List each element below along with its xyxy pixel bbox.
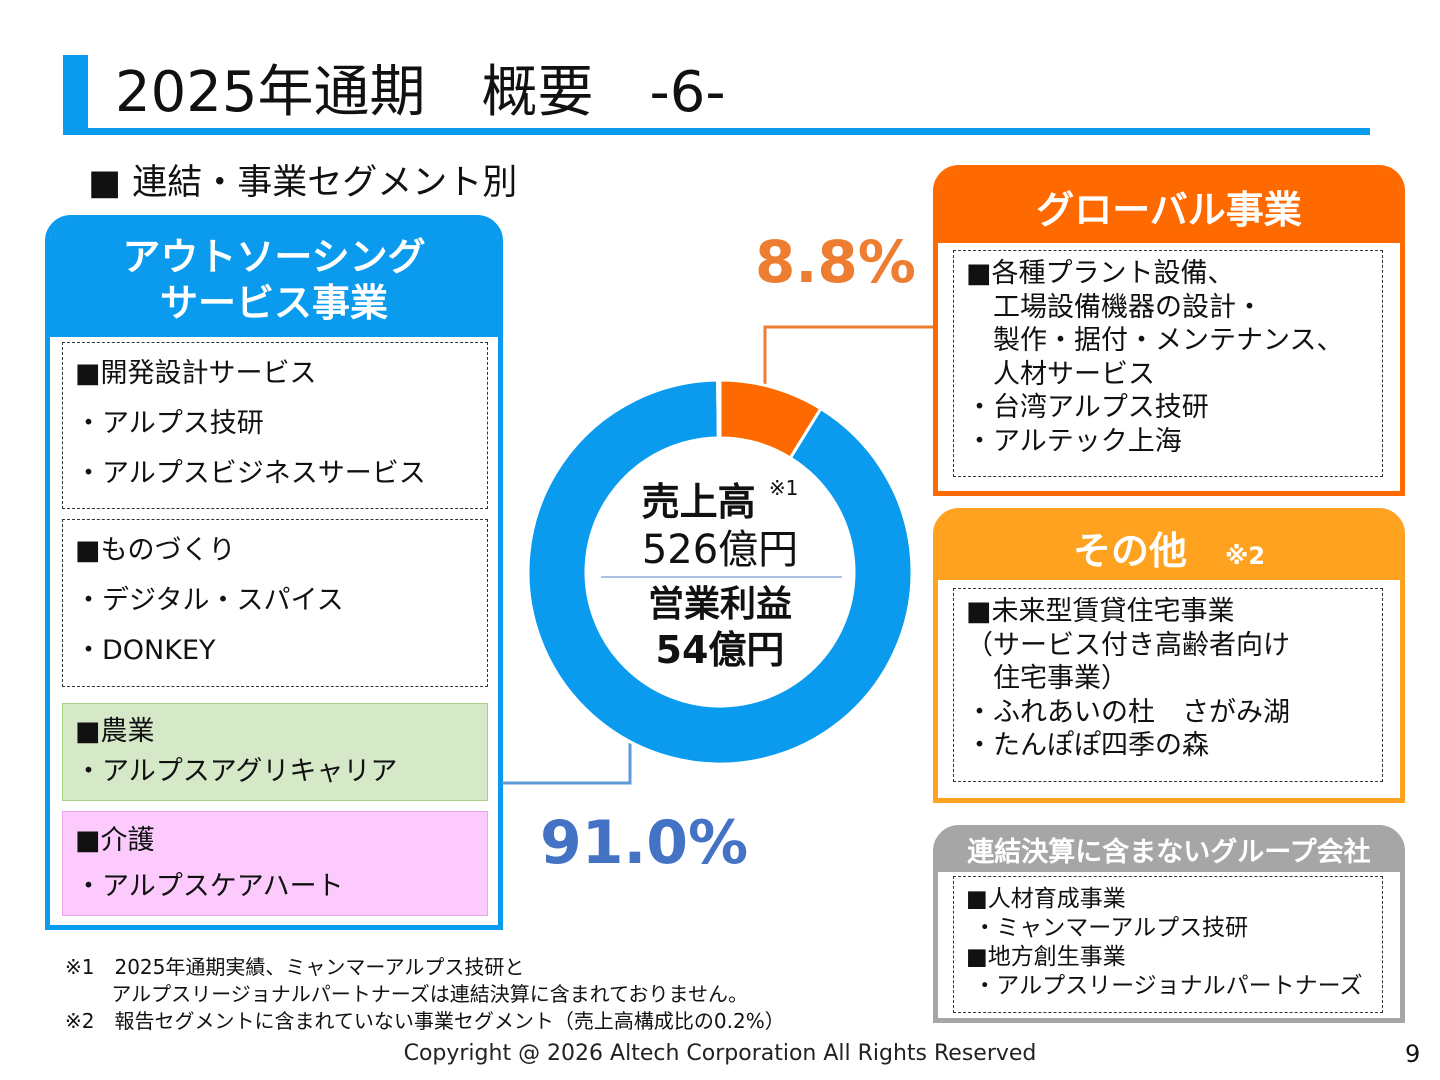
list-item: ■農業 xyxy=(75,716,155,747)
global-percent-label: 8.8% xyxy=(755,228,916,296)
profit-label: 営業利益 xyxy=(647,584,792,625)
other-header-text: その他 xyxy=(1072,529,1187,573)
header-line: アウトソーシング xyxy=(122,235,426,279)
list-item: ■ものづくり xyxy=(75,535,236,566)
header-line: サービス事業 xyxy=(159,281,388,325)
other-header: その他 ※2 xyxy=(938,513,1400,580)
outsourcing-percent-label: 91.0% xyxy=(540,808,749,878)
page-title: 2025年通期 概要 -6- xyxy=(115,60,726,125)
list-item: ・DONKEY xyxy=(75,635,216,666)
list-item: ・アルプス技研 xyxy=(75,408,264,439)
profit-value: 54億円 xyxy=(655,628,785,672)
outsourcing-panel: アウトソーシング サービス事業 ■開発設計サービス ・アルプス技研 ・アルプスビ… xyxy=(45,215,503,930)
donut-slice-2 xyxy=(716,378,722,440)
subtitle: ■ 連結・事業セグメント別 xyxy=(88,163,518,203)
sales-label-text: 売上高 xyxy=(641,480,756,524)
outsourcing-header: アウトソーシング サービス事業 xyxy=(50,220,498,337)
other-note: ※2 xyxy=(1225,542,1266,570)
donut-slice-1 xyxy=(526,378,914,766)
list-item: ・アルプスケアハート xyxy=(75,871,344,902)
global-body: ■各種プラント設備、 工場設備機器の設計・ 製作・据付・メンテナンス、 人材サー… xyxy=(953,250,1383,477)
list-item: ・アルプスビジネスサービス xyxy=(75,458,426,489)
global-header: グローバル事業 xyxy=(938,170,1400,243)
outsourcing-connector xyxy=(502,735,632,785)
list-item: ・アルプスアグリキャリア xyxy=(75,756,398,787)
sales-note: ※1 xyxy=(768,476,799,500)
other-body: ■未来型賃貸住宅事業 （サービス付き高齢者向け 住宅事業） ・ふれあいの杜 さが… xyxy=(953,588,1383,782)
agriculture-box: ■農業 ・アルプスアグリキャリア xyxy=(62,703,488,801)
manufacturing-box: ■ものづくり ・デジタル・スパイス ・DONKEY xyxy=(62,519,488,687)
list-item: ■介護 xyxy=(75,825,155,856)
list-item: ・デジタル・スパイス xyxy=(75,585,344,616)
excluded-panel: 連結決算に含まないグループ会社 ■人材育成事業 ・ミャンマーアルプス技研 ■地方… xyxy=(933,825,1405,1023)
other-panel: その他 ※2 ■未来型賃貸住宅事業 （サービス付き高齢者向け 住宅事業） ・ふれ… xyxy=(933,508,1405,803)
excluded-body: ■人材育成事業 ・ミャンマーアルプス技研 ■地方創生事業 ・アルプスリージョナル… xyxy=(953,876,1383,1013)
footnotes: ※1 2025年通期実績、ミャンマーアルプス技研と アルプスリージョナルパートナ… xyxy=(65,955,785,1033)
sales-value: 526億円 xyxy=(641,527,799,573)
list-item: ■開発設計サービス xyxy=(75,358,317,389)
dev-design-box: ■開発設計サービス ・アルプス技研 ・アルプスビジネスサービス xyxy=(62,342,488,509)
page-number: 9 xyxy=(1405,1040,1421,1068)
excluded-header: 連結決算に含まないグループ会社 xyxy=(938,830,1400,872)
care-box: ■介護 ・アルプスケアハート xyxy=(62,811,488,916)
title-underline xyxy=(63,128,1370,135)
sales-label: 売上高 ※1 xyxy=(570,478,870,524)
global-panel: グローバル事業 ■各種プラント設備、 工場設備機器の設計・ 製作・据付・メンテナ… xyxy=(933,165,1405,496)
copyright: Copyright @ 2026 Altech Corporation All … xyxy=(403,1041,1037,1066)
title-accent-bar xyxy=(63,55,88,135)
